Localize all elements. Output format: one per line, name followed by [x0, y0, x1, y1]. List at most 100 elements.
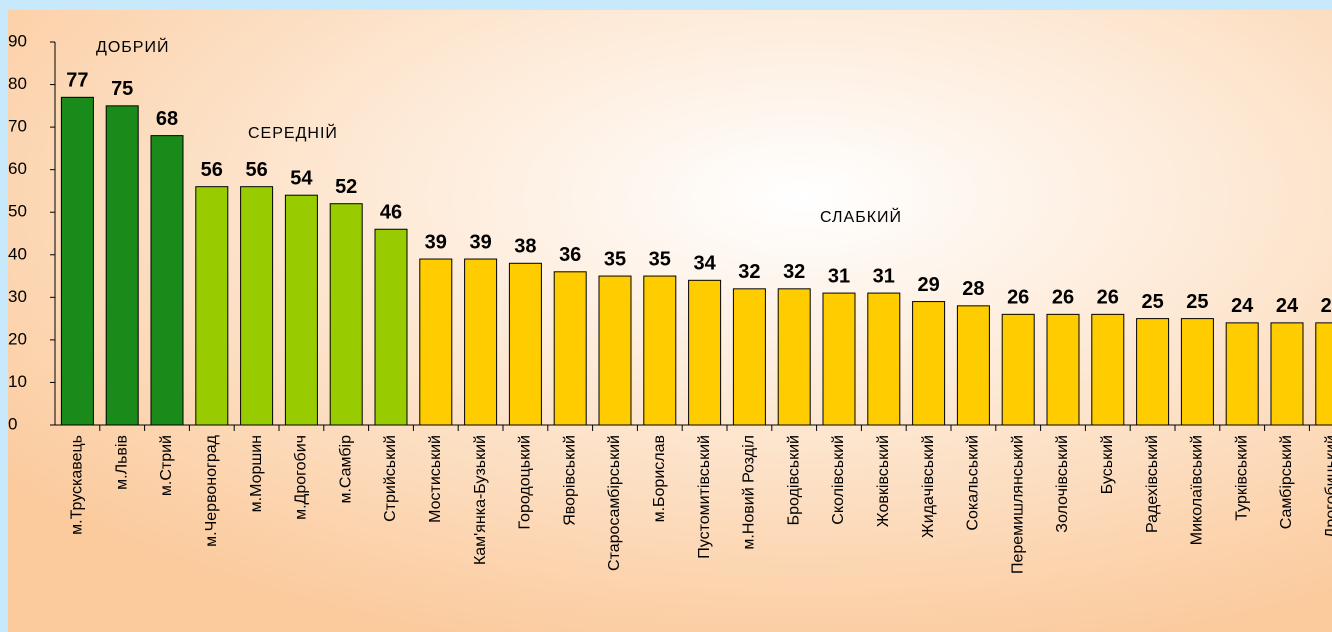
y-tick-label: 80	[8, 74, 27, 93]
bar	[912, 301, 946, 426]
y-tick-label: 90	[8, 31, 27, 50]
value-label: 38	[514, 236, 536, 258]
x-tick-label: м.Червоноград	[203, 434, 220, 546]
bar	[150, 135, 184, 426]
value-label: 39	[469, 231, 491, 253]
bar	[1001, 313, 1035, 426]
value-label: 31	[828, 265, 850, 287]
value-label: 25	[1186, 291, 1208, 313]
x-tick-label: Старосамбірський	[606, 435, 623, 571]
bar	[1315, 322, 1332, 426]
value-label: 24	[1276, 295, 1299, 317]
value-label: 24	[1231, 295, 1254, 317]
bar	[464, 258, 498, 426]
y-tick-label: 60	[8, 159, 27, 178]
bar	[374, 228, 408, 426]
x-tick-label: Жовківський	[875, 435, 892, 527]
bar	[643, 275, 677, 426]
y-tick-label: 0	[8, 414, 17, 433]
x-tick-label: Сколівський	[830, 435, 847, 525]
value-label: 26	[1052, 287, 1074, 309]
y-tick-label: 70	[8, 117, 27, 136]
value-label: 46	[380, 202, 402, 224]
x-tick-label: Яворівський	[561, 435, 578, 526]
x-tick-label: м.Борислав	[651, 435, 668, 522]
bar	[240, 186, 274, 426]
value-label: 35	[604, 248, 626, 270]
bar	[105, 105, 139, 426]
value-label: 26	[1097, 287, 1119, 309]
bar	[732, 288, 766, 426]
bar	[956, 305, 990, 426]
bar	[1225, 322, 1259, 426]
x-tick-label: Турківський	[1233, 435, 1250, 521]
y-tick-label: 40	[8, 244, 27, 263]
annotation: СЕРЕДНІЙ	[248, 123, 338, 142]
x-tick-label: Стрийський	[382, 435, 399, 522]
x-tick-label: м.Стрий	[158, 435, 175, 496]
value-label: 75	[111, 78, 133, 100]
value-label: 35	[649, 248, 671, 270]
value-label: 29	[917, 274, 939, 296]
value-label: 39	[425, 231, 447, 253]
bar	[1046, 313, 1080, 426]
value-label: 77	[66, 70, 88, 92]
x-tick-label: Кам'янка-Бузький	[472, 435, 489, 565]
x-tick-label: м.Львів	[113, 435, 130, 490]
x-tick-label: Мостиський	[427, 435, 444, 523]
y-tick-label: 50	[8, 202, 27, 221]
x-tick-label: Городоцький	[517, 435, 534, 530]
value-label: 26	[1007, 287, 1029, 309]
value-label: 25	[1141, 291, 1163, 313]
bar	[1136, 318, 1170, 426]
x-tick-label: Пустомитівський	[696, 435, 713, 559]
bar	[822, 292, 856, 426]
bar	[419, 258, 453, 426]
x-tick-label: м.Трускавець	[69, 435, 86, 535]
bar	[777, 288, 811, 426]
x-tick-label: Жидачівський	[920, 435, 937, 538]
x-tick-label: Сокальський	[965, 435, 982, 531]
x-tick-label: Перемишлянський	[1009, 435, 1026, 574]
x-tick-label: Золочівський	[1054, 435, 1071, 533]
value-label: 32	[783, 261, 805, 283]
bar	[195, 186, 229, 426]
bar	[1270, 322, 1304, 426]
value-label: 56	[245, 159, 267, 181]
value-label: 24	[1321, 295, 1332, 317]
x-tick-label: Самбірський	[1278, 435, 1295, 529]
value-label: 56	[201, 159, 223, 181]
y-tick-label: 30	[8, 287, 27, 306]
annotation: ДОБРИЙ	[96, 37, 169, 56]
bar	[329, 203, 363, 426]
bar	[598, 275, 632, 426]
x-tick-label: Радехівський	[1144, 435, 1161, 533]
value-label: 28	[962, 278, 984, 300]
x-tick-label: Бродівський	[785, 435, 802, 525]
bar	[60, 96, 94, 426]
value-label: 34	[693, 253, 716, 275]
bar	[1180, 318, 1214, 426]
bar	[688, 279, 722, 426]
x-tick-label: м.Дрогобич	[293, 435, 310, 520]
bar	[553, 271, 587, 426]
bar	[1091, 313, 1125, 426]
bar	[867, 292, 901, 426]
value-label: 31	[873, 265, 895, 287]
x-tick-label: Дрогобицький	[1323, 435, 1332, 539]
y-tick-label: 10	[8, 372, 27, 391]
bar	[284, 194, 318, 426]
value-label: 36	[559, 244, 581, 266]
value-label: 52	[335, 176, 357, 198]
value-label: 68	[156, 108, 178, 130]
annotation: СЛАБКИЙ	[820, 207, 902, 226]
x-tick-label: Буський	[1099, 435, 1116, 494]
x-tick-label: м.Самбір	[337, 435, 354, 504]
value-label: 54	[290, 167, 313, 189]
value-label: 32	[738, 261, 760, 283]
y-tick-label: 20	[8, 329, 27, 348]
x-tick-label: м.Моршин	[248, 435, 265, 512]
bar	[508, 262, 542, 426]
x-tick-label: м.Новий Розділ	[741, 435, 758, 550]
